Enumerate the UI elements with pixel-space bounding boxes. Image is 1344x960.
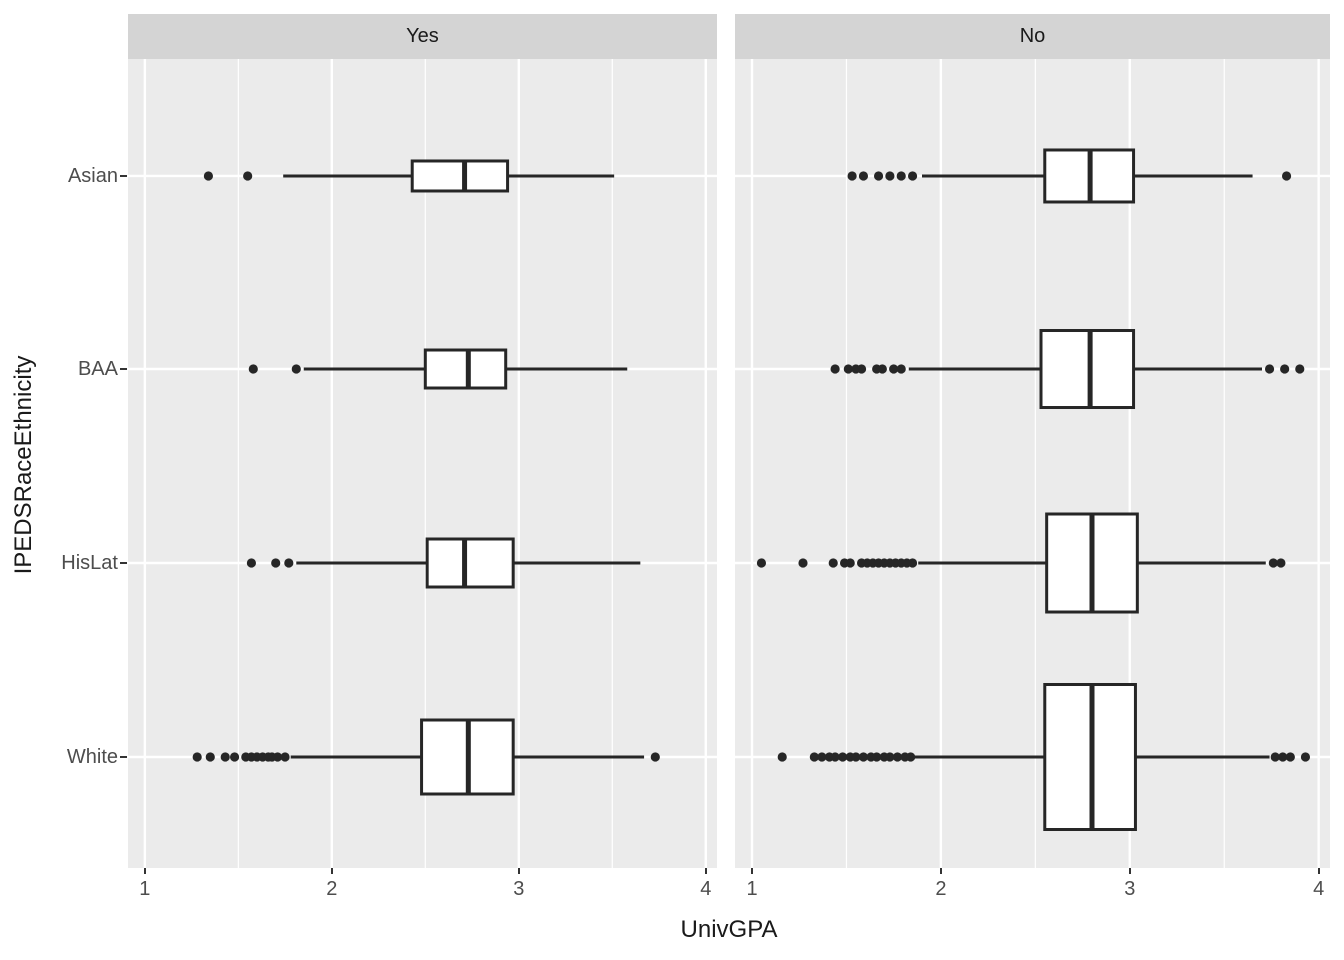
outlier-dot <box>858 752 869 762</box>
outlier-dot <box>817 752 827 762</box>
facet-strip-no: No <box>735 14 1330 59</box>
x-tick-mark <box>704 868 707 874</box>
outlier-dot <box>873 171 884 181</box>
outlier-dot <box>907 171 918 181</box>
outlier-dot <box>272 752 283 762</box>
y-tick-mark <box>120 756 127 758</box>
x-tick-label: 4 <box>1313 878 1325 900</box>
outlier-dot <box>756 558 767 568</box>
y-tick-label-white: White <box>66 746 118 768</box>
outlier-dot <box>1270 752 1280 762</box>
outlier-dot <box>843 364 853 374</box>
outlier-dot <box>650 752 660 762</box>
y-tick-label-baa: BAA <box>77 358 118 380</box>
boxplot-no-asian <box>847 148 1292 204</box>
x-tick-label: 2 <box>326 878 338 900</box>
outlier-dot <box>1280 364 1290 374</box>
x-tick-mark <box>751 868 753 874</box>
outlier-dot <box>1295 364 1305 374</box>
x-tick-label: 3 <box>513 878 525 900</box>
boxplot-no-white <box>777 683 1311 832</box>
boxplot-yes-baa <box>248 348 628 390</box>
outlier-dot <box>220 752 230 762</box>
x-tick-label: 4 <box>700 878 712 900</box>
outlier-dot <box>877 364 887 374</box>
outlier-dot <box>858 171 869 181</box>
y-axis-title: IPEDSRaceEthnicity <box>10 355 37 575</box>
iqr-box <box>423 348 508 390</box>
outlier-dot <box>798 558 808 568</box>
outlier-dot <box>847 171 857 181</box>
x-tick-mark <box>143 868 146 874</box>
outlier-dot <box>889 364 899 374</box>
y-tick-mark <box>120 368 127 370</box>
outlier-dot <box>828 558 838 568</box>
x-tick-label: 1 <box>746 878 758 900</box>
outlier-dot <box>1268 558 1278 568</box>
outlier-dot <box>284 558 294 568</box>
outlier-dot <box>1300 752 1311 762</box>
outlier-dot <box>892 752 903 762</box>
outlier-dot <box>291 364 301 374</box>
facet-panel-no <box>735 59 1330 868</box>
outlier-dot <box>1264 364 1275 374</box>
outlier-dot <box>906 752 916 762</box>
outlier-dot <box>243 171 253 181</box>
outlier-dot <box>896 364 906 374</box>
outlier-dot <box>192 752 202 762</box>
boxplot-no-hislat <box>756 512 1286 614</box>
outlier-dot <box>1278 752 1288 762</box>
x-tick-mark <box>330 868 333 874</box>
outlier-dot <box>246 558 257 568</box>
outlier-dot <box>885 752 895 762</box>
outlier-dot <box>205 752 215 762</box>
outlier-dot <box>248 364 258 374</box>
facet-panel-yes <box>128 59 717 868</box>
x-tick-mark <box>939 868 942 874</box>
outlier-dot <box>856 364 867 374</box>
outlier-dot <box>280 752 290 762</box>
outlier-dot <box>1285 752 1295 762</box>
x-tick-label: 1 <box>139 878 151 900</box>
outlier-dot <box>809 752 819 762</box>
x-axis-title: UnivGPA <box>680 916 778 943</box>
boxplot-yes-white <box>192 718 660 796</box>
x-tick-mark <box>517 868 520 874</box>
x-tick-mark <box>1128 868 1131 874</box>
outlier-dot <box>845 558 855 568</box>
outlier-dot <box>1276 558 1286 568</box>
iqr-box <box>410 159 510 193</box>
y-tick-label-asian: Asian <box>67 164 118 187</box>
boxplot-yes-asian <box>203 159 615 193</box>
outlier-dot <box>872 752 882 762</box>
outlier-dot <box>838 752 848 762</box>
outlier-dot <box>203 171 214 181</box>
outlier-dot <box>1281 171 1292 181</box>
x-tick-label: 3 <box>1124 878 1136 900</box>
outlier-dot <box>830 364 840 374</box>
x-tick-label: 2 <box>935 878 947 900</box>
outlier-dot <box>229 752 240 762</box>
outlier-dot <box>851 752 861 762</box>
facet-strip-yes: Yes <box>128 14 717 59</box>
outlier-dot <box>830 752 840 762</box>
outlier-dot <box>907 558 918 568</box>
panel-canvas-yes <box>128 59 717 868</box>
y-tick-label-hislat: HisLat <box>61 552 118 574</box>
boxplot-yes-hislat <box>246 537 641 589</box>
outlier-dot <box>896 171 906 181</box>
boxplot-no-baa <box>830 329 1305 410</box>
y-tick-mark <box>120 174 127 177</box>
iqr-box <box>1039 329 1136 410</box>
outlier-dot <box>777 752 787 762</box>
y-tick-mark <box>120 562 127 564</box>
outlier-dot <box>885 171 895 181</box>
x-tick-mark <box>1317 868 1320 874</box>
iqr-box <box>425 537 515 589</box>
outlier-dot <box>271 558 281 568</box>
panel-canvas-no <box>735 59 1330 868</box>
